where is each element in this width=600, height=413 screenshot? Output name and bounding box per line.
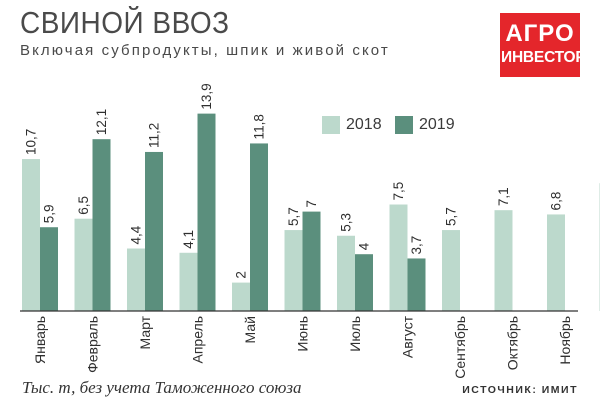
value-label-2018-11: 6,8	[549, 192, 564, 211]
category-label-3: Март	[137, 315, 153, 349]
chart-footnote: Тыс. т, без учета Таможенного союза	[22, 378, 302, 397]
value-label-2019-1: 5,9	[42, 204, 57, 223]
value-label-2018-6: 5,7	[286, 207, 301, 226]
value-label-2018-4: 4,1	[181, 230, 196, 249]
value-label-2019-6: 7	[304, 200, 319, 208]
category-label-8: Август	[400, 315, 416, 358]
bar-2019-2	[92, 139, 111, 311]
category-label-9: Сентябрь	[452, 316, 468, 379]
legend-swatch-2018	[322, 116, 340, 134]
category-label-1: Январь	[32, 316, 48, 364]
value-label-2019-4: 13,9	[199, 83, 214, 109]
bar-2018-6	[284, 230, 303, 311]
legend-swatch-2019	[395, 116, 413, 134]
legend-label-2018: 2018	[346, 116, 382, 133]
bar-2018-10	[494, 210, 513, 311]
value-label-2018-2: 6,5	[76, 196, 91, 215]
value-label-2019-7: 4	[357, 242, 372, 250]
bar-2018-11	[547, 214, 565, 311]
bar-2018-9	[442, 230, 460, 311]
bar-2018-7	[337, 235, 355, 311]
value-label-2019-3: 11,2	[147, 123, 162, 148]
agroinvestor-logo: АГРО ИНВЕСТОР	[501, 14, 586, 76]
chart-source: ИСТОЧНИК: ИМИТ	[462, 384, 578, 396]
category-label-5: Май	[242, 316, 258, 343]
category-label-10: Октябрь	[505, 316, 521, 370]
legend-label-2019: 2019	[419, 116, 455, 133]
value-label-2018-7: 5,3	[339, 213, 354, 232]
bar-2018-4	[179, 252, 198, 311]
category-label-6: Июнь	[295, 316, 311, 352]
bar-2018-8	[389, 204, 408, 311]
bar-2019-7	[355, 254, 373, 311]
value-label-2018-1: 10,7	[24, 129, 39, 155]
bar-2019-1	[40, 227, 58, 311]
chart-subtitle: Включая субпродукты, шпик и живой скот	[20, 42, 390, 59]
category-label-11: Ноябрь	[557, 316, 573, 365]
category-label-2: Февраль	[85, 316, 101, 373]
value-label-2019-2: 12,1	[94, 109, 109, 135]
bar-2019-8	[407, 258, 426, 311]
bar-2018-1	[22, 159, 40, 311]
value-label-2019-5: 11,8	[252, 114, 267, 139]
bar-2019-5	[250, 143, 268, 311]
logo-line-1: АГРО	[505, 20, 575, 47]
bar-2019-4	[197, 113, 216, 312]
value-label-2018-10: 7,1	[496, 187, 511, 206]
value-label-2018-5: 2	[234, 271, 249, 279]
chart-legend: 2018 2019	[322, 116, 462, 134]
logo-line-2: ИНВЕСТОР	[501, 49, 586, 66]
value-label-2018-9: 5,7	[444, 207, 459, 226]
category-label-4: Апрель	[190, 316, 206, 364]
bar-2018-2	[74, 218, 93, 311]
category-label-7: Июль	[347, 316, 363, 352]
bar-2018-5	[232, 282, 250, 311]
value-label-2018-8: 7,5	[391, 182, 406, 201]
chart-title: СВИНОЙ ВВОЗ	[20, 6, 230, 40]
bar-2018-3	[127, 248, 145, 311]
bar-2019-3	[145, 151, 163, 311]
value-label-2018-3: 4,4	[129, 225, 144, 244]
bar-2019-6	[302, 211, 321, 311]
value-label-2019-8: 3,7	[409, 236, 424, 255]
